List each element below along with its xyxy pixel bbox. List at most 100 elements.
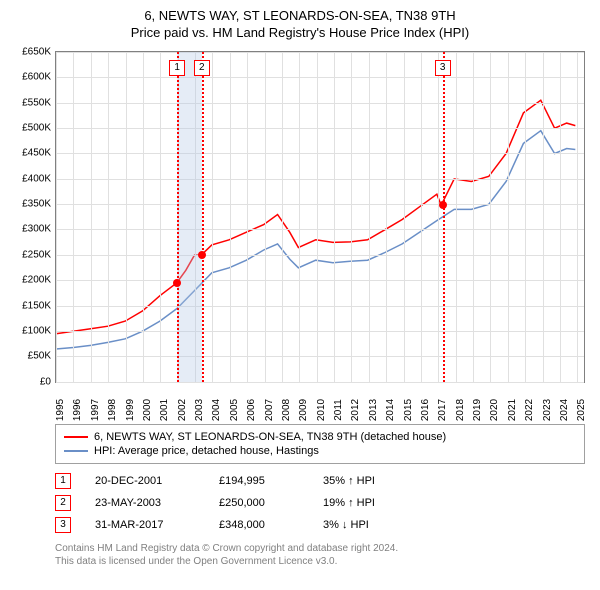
x-axis-label: 2021: [507, 399, 518, 421]
chart-lines-svg: [56, 52, 584, 382]
gridline-h: [56, 229, 584, 230]
event-dot: [439, 201, 447, 209]
gridline-h: [56, 255, 584, 256]
y-axis-label: £200K: [6, 275, 51, 286]
x-axis-label: 2012: [350, 399, 361, 421]
chart-title: 6, NEWTS WAY, ST LEONARDS-ON-SEA, TN38 9…: [0, 0, 600, 46]
gridline-h: [56, 179, 584, 180]
x-axis-label: 2016: [420, 399, 431, 421]
event-pct: 19% ↑ HPI: [323, 497, 423, 509]
gridline-v: [508, 52, 509, 382]
event-marker: 3: [435, 60, 451, 76]
gridline-v: [160, 52, 161, 382]
events-table: 120-DEC-2001£194,99535% ↑ HPI 2 23-MAY-200…: [55, 470, 585, 536]
x-axis-label: 2017: [437, 399, 448, 421]
x-axis-label: 1997: [90, 399, 101, 421]
gridline-v: [490, 52, 491, 382]
gridline-h: [56, 153, 584, 154]
x-axis-label: 2018: [455, 399, 466, 421]
gridline-v: [560, 52, 561, 382]
x-axis-label: 2025: [576, 399, 587, 421]
x-axis-label: 2007: [264, 399, 275, 421]
event-table-marker: 3: [55, 517, 71, 533]
x-axis-label: 1996: [72, 399, 83, 421]
legend-label: 6, NEWTS WAY, ST LEONARDS-ON-SEA, TN38 9…: [94, 431, 446, 443]
x-axis-label: 2000: [142, 399, 153, 421]
footer-line-1: Contains HM Land Registry data © Crown c…: [55, 542, 585, 555]
x-axis-label: 2022: [524, 399, 535, 421]
x-axis-label: 2011: [333, 399, 344, 421]
gridline-v: [143, 52, 144, 382]
gridline-h: [56, 306, 584, 307]
gridline-h: [56, 103, 584, 104]
event-band: [177, 52, 202, 382]
gridline-v: [247, 52, 248, 382]
y-axis-label: £350K: [6, 199, 51, 210]
gridline-v: [265, 52, 266, 382]
x-axis-label: 2024: [559, 399, 570, 421]
gridline-v: [108, 52, 109, 382]
x-axis-label: 2023: [542, 399, 553, 421]
x-axis-label: 2014: [385, 399, 396, 421]
legend-swatch: [64, 450, 88, 452]
event-dot: [173, 279, 181, 287]
gridline-v: [577, 52, 578, 382]
gridline-v: [334, 52, 335, 382]
gridline-v: [404, 52, 405, 382]
gridline-h: [56, 356, 584, 357]
x-axis-label: 1998: [107, 399, 118, 421]
event-date: 23-MAY-2003: [95, 497, 195, 509]
y-axis-label: £650K: [6, 46, 51, 57]
gridline-v: [456, 52, 457, 382]
title-line-1: 6, NEWTS WAY, ST LEONARDS-ON-SEA, TN38 9…: [10, 8, 590, 25]
x-axis-label: 2006: [246, 399, 257, 421]
gridline-v: [317, 52, 318, 382]
y-axis-label: £150K: [6, 300, 51, 311]
gridline-h: [56, 52, 584, 53]
x-axis-label: 2010: [316, 399, 327, 421]
x-axis-label: 2004: [211, 399, 222, 421]
legend: 6, NEWTS WAY, ST LEONARDS-ON-SEA, TN38 9…: [55, 424, 585, 464]
event-table-row: 331-MAR-2017£348,0003% ↓ HPI: [55, 514, 585, 536]
gridline-v: [369, 52, 370, 382]
x-axis-label: 2020: [489, 399, 500, 421]
x-axis-label: 2005: [229, 399, 240, 421]
event-pct: 3% ↓ HPI: [323, 519, 423, 531]
x-axis: 1995199619971998199920002001200220032004…: [55, 388, 585, 416]
gridline-v: [421, 52, 422, 382]
footer-attribution: Contains HM Land Registry data © Crown c…: [55, 542, 585, 568]
event-line: [177, 52, 179, 382]
y-axis-label: £450K: [6, 148, 51, 159]
gridline-v: [73, 52, 74, 382]
gridline-v: [299, 52, 300, 382]
x-axis-label: 2003: [194, 399, 205, 421]
event-price: £250,000: [219, 497, 299, 509]
gridline-v: [386, 52, 387, 382]
event-table-marker: 2: [55, 495, 71, 511]
gridline-v: [438, 52, 439, 382]
gridline-v: [212, 52, 213, 382]
gridline-v: [525, 52, 526, 382]
event-date: 20-DEC-2001: [95, 475, 195, 487]
gridline-h: [56, 204, 584, 205]
gridline-v: [473, 52, 474, 382]
event-marker: 1: [169, 60, 185, 76]
y-axis-label: £550K: [6, 97, 51, 108]
x-axis-label: 2009: [298, 399, 309, 421]
event-line: [443, 52, 445, 382]
y-axis-label: £300K: [6, 224, 51, 235]
y-axis-label: £500K: [6, 122, 51, 133]
y-axis-label: £600K: [6, 72, 51, 83]
event-line: [202, 52, 204, 382]
y-axis-label: £0: [6, 376, 51, 387]
event-table-row: 120-DEC-2001£194,99535% ↑ HPI: [55, 470, 585, 492]
x-axis-label: 1999: [125, 399, 136, 421]
legend-row: 6, NEWTS WAY, ST LEONARDS-ON-SEA, TN38 9…: [64, 430, 576, 444]
event-price: £348,000: [219, 519, 299, 531]
gridline-v: [543, 52, 544, 382]
legend-label: HPI: Average price, detached house, Hast…: [94, 445, 319, 457]
gridline-h: [56, 128, 584, 129]
title-line-2: Price paid vs. HM Land Registry's House …: [10, 25, 590, 42]
y-axis-label: £250K: [6, 249, 51, 260]
gridline-v: [230, 52, 231, 382]
